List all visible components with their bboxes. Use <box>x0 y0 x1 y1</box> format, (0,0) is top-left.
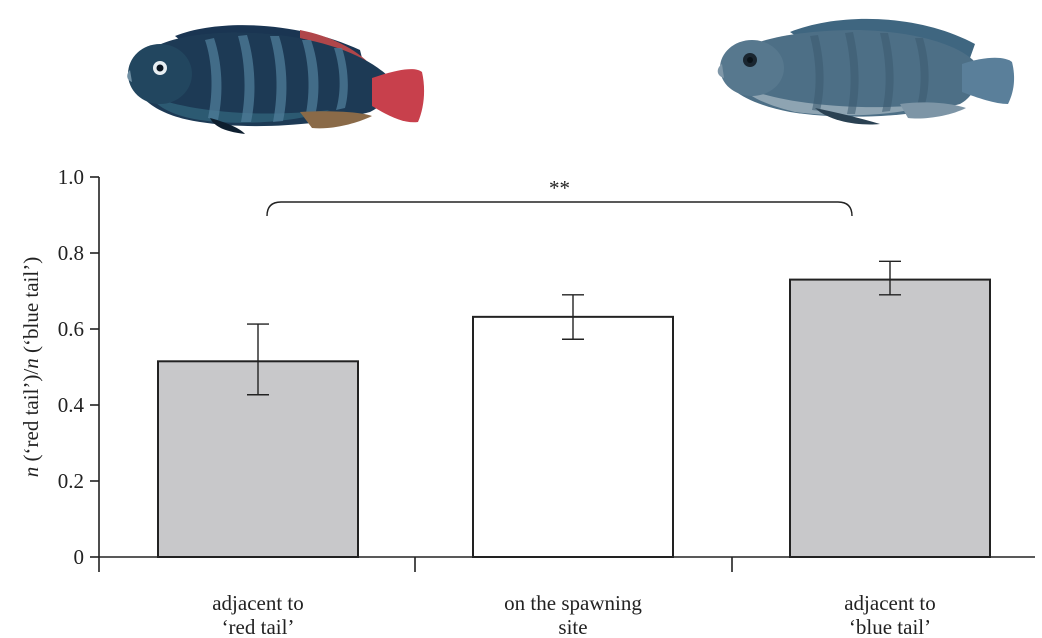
red-tail-fish-tail <box>372 69 425 123</box>
blue-tail-fish-mouth <box>717 64 724 78</box>
red-tail-fish-mouth <box>127 70 132 82</box>
error-bar-3 <box>879 260 901 296</box>
red-tail-fish-anal-fin <box>300 111 372 129</box>
x-category-label-2: on the spawning site <box>504 591 642 638</box>
y-tick-label: 0.6 <box>58 317 84 341</box>
error-bar-1 <box>247 323 269 396</box>
y-axis: 0 0.2 0.4 0.6 0.8 1.0 <box>58 165 100 569</box>
x-tick-labels: adjacent to ‘red tail’ on the spawning site… <box>212 591 936 638</box>
bar-3 <box>789 278 991 558</box>
red-tail-fish-pelvic-fin <box>210 118 245 134</box>
blue-tail-fish-anal-fin <box>900 102 966 119</box>
y-tick-label: 1.0 <box>58 165 84 189</box>
blue-tail-fish-belly <box>740 86 930 116</box>
y-tick-label: 0 <box>74 545 85 569</box>
significance-label: ** <box>549 176 570 200</box>
x-axis <box>98 556 1035 572</box>
significance-line <box>266 201 853 217</box>
x-category-label-3: adjacent to ‘blue tail’ <box>844 591 936 638</box>
bars <box>157 278 991 558</box>
blue-tail-fish-stripes <box>810 32 929 114</box>
blue-tail-fish-eye-ring <box>747 57 753 63</box>
y-tick-label: 0.8 <box>58 241 84 265</box>
blue-tail-fish-tail <box>962 57 1015 104</box>
blue-tail-fish-body <box>722 30 977 117</box>
red-tail-fish-stripes <box>205 35 348 122</box>
red-tail-fish-pupil <box>156 64 164 72</box>
y-tick-label: 0.2 <box>58 469 84 493</box>
blue-tail-fish-head <box>720 40 784 96</box>
y-tick-label: 0.4 <box>58 393 85 417</box>
significance-bracket: ** <box>266 176 853 217</box>
red-tail-fish-icon <box>127 25 425 134</box>
blue-tail-fish-icon <box>717 18 1015 125</box>
bar-2 <box>472 315 674 558</box>
red-tail-fish-belly <box>150 96 330 123</box>
blue-tail-fish-pelvic-fin <box>815 108 880 125</box>
y-axis-label: n (‘red tail’)/n (‘blue tail’) <box>19 257 43 477</box>
error-bars <box>247 260 901 396</box>
error-bar-2 <box>562 294 584 340</box>
red-tail-fish-body <box>130 32 391 127</box>
x-category-label-1: adjacent to ‘red tail’ <box>212 591 304 638</box>
